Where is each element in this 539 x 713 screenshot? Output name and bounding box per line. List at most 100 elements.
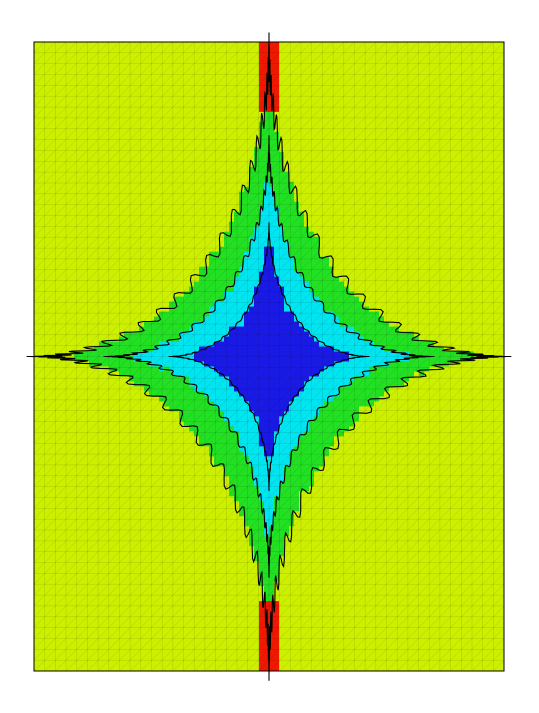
level-cell — [34, 51, 40, 58]
level-cell — [69, 196, 75, 203]
level-cell — [94, 271, 100, 278]
level-cell — [164, 181, 170, 188]
level-cell — [354, 161, 360, 168]
level-cell — [339, 196, 345, 203]
level-cell — [204, 56, 210, 63]
level-cell — [294, 91, 300, 98]
level-cell — [34, 61, 40, 68]
level-cell — [244, 156, 250, 163]
level-cell — [379, 106, 385, 113]
level-cell — [249, 96, 255, 103]
level-cell — [59, 46, 65, 53]
level-cell — [449, 181, 455, 188]
level-cell — [314, 191, 320, 198]
level-cell — [79, 76, 85, 83]
level-cell — [124, 256, 130, 263]
level-cell — [494, 186, 500, 193]
level-cell — [309, 241, 315, 248]
level-cell — [414, 111, 420, 118]
level-cell — [174, 211, 180, 218]
level-cell — [154, 251, 160, 258]
level-cell — [494, 151, 500, 158]
level-cell — [264, 291, 270, 297]
level-cell — [294, 126, 300, 133]
level-cell — [174, 221, 180, 228]
level-cell — [234, 166, 240, 173]
level-cell — [404, 186, 410, 193]
level-cell — [494, 96, 500, 103]
level-cell — [354, 296, 360, 302]
level-cell — [394, 171, 400, 178]
level-cell — [429, 241, 435, 248]
level-cell — [59, 51, 65, 58]
level-cell — [219, 251, 225, 258]
level-cell — [439, 161, 445, 168]
level-cell — [149, 126, 155, 133]
level-cell — [264, 42, 270, 48]
level-cell — [364, 256, 370, 263]
level-cell — [54, 241, 60, 248]
level-cell — [489, 231, 495, 238]
level-cell — [404, 176, 410, 183]
level-cell — [439, 151, 445, 158]
level-cell — [254, 161, 260, 168]
level-cell — [89, 231, 95, 238]
level-cell — [99, 256, 105, 263]
level-cell — [79, 151, 85, 158]
level-cell — [234, 191, 240, 198]
level-cell — [304, 126, 310, 133]
level-cell — [424, 61, 430, 68]
level-cell — [359, 201, 365, 208]
level-cell — [289, 171, 295, 178]
level-cell — [109, 61, 115, 68]
level-cell — [99, 196, 105, 203]
level-cell — [199, 42, 205, 48]
level-cell — [234, 211, 240, 218]
level-cell — [34, 276, 40, 283]
level-cell — [409, 111, 415, 118]
level-cell — [94, 76, 100, 83]
level-cell — [164, 251, 170, 258]
level-cell — [324, 81, 330, 88]
level-cell — [179, 226, 185, 233]
level-cell — [294, 231, 300, 238]
level-cell — [339, 136, 345, 143]
level-cell — [269, 276, 275, 283]
level-cell — [149, 56, 155, 63]
level-cell — [354, 266, 360, 273]
level-cell — [39, 42, 45, 48]
level-cell — [449, 271, 455, 278]
level-cell — [479, 196, 485, 203]
level-cell — [459, 101, 465, 108]
level-cell — [184, 121, 190, 128]
level-cell — [279, 96, 285, 103]
level-cell — [374, 256, 380, 263]
level-cell — [99, 91, 105, 98]
level-cell — [109, 101, 115, 108]
level-cell — [44, 191, 50, 198]
level-cell — [409, 56, 415, 63]
level-cell — [394, 131, 400, 138]
level-cell — [354, 131, 360, 138]
level-cell — [94, 251, 100, 258]
level-cell — [119, 291, 125, 297]
level-cell — [209, 126, 215, 133]
level-cell — [154, 86, 160, 93]
level-cell — [294, 291, 300, 297]
level-cell — [69, 256, 75, 263]
level-cell — [99, 241, 105, 248]
level-cell — [329, 161, 335, 168]
level-cell — [459, 206, 465, 213]
level-cell — [424, 106, 430, 113]
level-cell — [144, 56, 150, 63]
level-cell — [259, 101, 265, 108]
level-cell — [194, 226, 200, 233]
level-cell — [179, 266, 185, 273]
level-cell — [34, 151, 40, 158]
level-cell — [249, 151, 255, 158]
level-cell — [204, 241, 210, 248]
level-cell — [494, 91, 500, 98]
level-cell — [74, 226, 80, 233]
level-cell — [79, 191, 85, 198]
level-cell — [204, 51, 210, 58]
